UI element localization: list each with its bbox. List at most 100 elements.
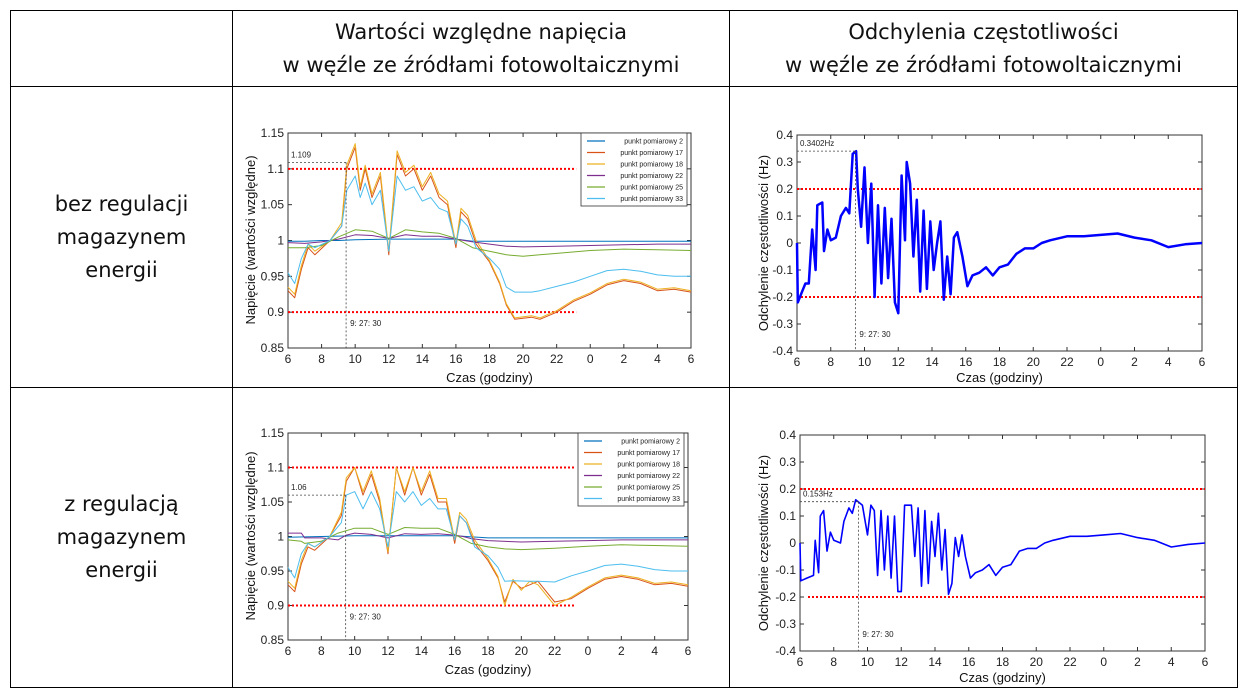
legend-entry: punkt pomiarowy 33 — [620, 196, 683, 203]
x-tick-label: 4 — [651, 644, 658, 658]
y-tick-label: -0.2 — [772, 290, 793, 304]
legend-entry: punkt pomiarowy 22 — [620, 173, 683, 180]
x-tick-label: 20 — [1027, 355, 1041, 369]
x-tick-label: 8 — [827, 355, 834, 369]
x-tick-label: 10 — [348, 644, 362, 658]
y-tick-label: 0.2 — [779, 482, 796, 496]
y-tick-label: 1.15 — [261, 426, 285, 440]
y-tick-label: 1.1 — [267, 461, 284, 475]
y-axis-label: Napięcie (wartości względne) — [243, 155, 258, 324]
x-tick-label: 14 — [925, 355, 939, 369]
x-tick-label: 0 — [587, 352, 594, 366]
legend-entry: punkt pomiarowy 2 — [621, 439, 680, 446]
y-tick-label: 0.9 — [267, 305, 284, 319]
annotation-value-label: 1.06 — [291, 483, 307, 492]
annotation-value-label: 0.153Hz — [803, 490, 833, 499]
y-tick-label: 0.3 — [779, 455, 796, 469]
series-line-punkt-pomiarowy-2 — [288, 238, 691, 242]
y-tick-label: 0.4 — [776, 128, 793, 142]
x-tick-label: 12 — [382, 352, 396, 366]
x-tick-label: 18 — [996, 655, 1010, 669]
y-tick-label: 1.15 — [261, 126, 285, 140]
table-divider-col2 — [729, 11, 730, 687]
x-tick-label: 6 — [797, 655, 804, 669]
y-tick-label: 0 — [786, 236, 793, 250]
row-label-with-storage: z regulacją magazynem energii — [11, 388, 232, 687]
x-tick-label: 12 — [895, 655, 909, 669]
x-tick-label: 10 — [861, 655, 875, 669]
series-line-odchylenie-częstotliwości — [795, 149, 1203, 315]
y-axis-label: Odchylenie częstotliwości (Hz) — [756, 155, 771, 331]
series-line-punkt-pomiarowy-18 — [287, 467, 689, 606]
legend-entry: punkt pomiarowy 17 — [620, 150, 683, 157]
x-tick-label: 0 — [585, 644, 592, 658]
y-tick-label: 0.2 — [776, 182, 793, 196]
x-tick-label: 22 — [550, 352, 564, 366]
x-tick-label: 10 — [348, 352, 362, 366]
x-tick-label: 6 — [1199, 355, 1206, 369]
x-tick-label: 18 — [483, 352, 497, 366]
series-line-punkt-pomiarowy-22 — [287, 234, 691, 248]
x-tick-label: 2 — [620, 352, 627, 366]
x-tick-label: 20 — [516, 352, 530, 366]
annotation-time-label: 9: 27: 30 — [862, 630, 894, 639]
y-tick-label: -0.3 — [772, 317, 793, 331]
y-axis-label: Odchylenie częstotliwości (Hz) — [756, 455, 771, 631]
x-tick-label: 12 — [381, 644, 395, 658]
annotation-value-label: 0.3402Hz — [800, 139, 834, 148]
legend-entry: punkt pomiarowy 17 — [617, 450, 680, 457]
x-tick-label: 4 — [1168, 655, 1175, 669]
x-tick-label: 16 — [962, 655, 976, 669]
x-tick-label: 6 — [285, 644, 292, 658]
row-label-without-line3: energii — [85, 257, 158, 282]
x-tick-label: 4 — [1165, 355, 1172, 369]
x-tick-label: 14 — [415, 644, 429, 658]
table-divider-row2 — [11, 387, 1237, 388]
y-tick-label: 0.85 — [261, 341, 285, 355]
x-tick-label: 8 — [318, 644, 325, 658]
row-label-with-line3: energii — [85, 558, 158, 582]
y-tick-label: 0.9 — [267, 599, 284, 613]
x-tick-label: 22 — [1063, 655, 1077, 669]
comparison-table: Wartości względne napięcia w węźle ze źr… — [10, 10, 1238, 688]
x-axis-label: Czas (godziny) — [446, 370, 533, 385]
annotation-time-label: 9: 27: 30 — [350, 319, 382, 328]
y-tick-label: 1.1 — [267, 162, 284, 176]
legend-entry: punkt pomiarowy 33 — [617, 496, 680, 503]
legend-entry: punkt pomiarowy 2 — [624, 139, 683, 146]
x-tick-label: 2 — [1134, 655, 1141, 669]
row-label-without-line1: bez regulacji — [54, 191, 189, 216]
x-tick-label: 14 — [928, 655, 942, 669]
x-tick-label: 8 — [830, 655, 837, 669]
row-label-without-storage: bez regulacji magazynem energii — [11, 87, 232, 387]
legend-entry: punkt pomiarowy 25 — [617, 485, 680, 492]
x-tick-label: 16 — [448, 644, 462, 658]
y-tick-label: -0.1 — [772, 263, 793, 277]
x-tick-label: 6 — [794, 355, 801, 369]
y-tick-label: 0.95 — [261, 269, 285, 283]
legend-box — [577, 432, 685, 507]
x-tick-label: 6 — [285, 352, 292, 366]
series-line-punkt-pomiarowy-33 — [287, 175, 691, 293]
column-header-voltage: Wartości względne napięcia w węźle ze źr… — [233, 11, 729, 87]
x-tick-label: 2 — [618, 644, 625, 658]
x-axis-label: Czas (godziny) — [956, 370, 1043, 385]
annotation-value-label: 1.109 — [291, 150, 312, 159]
x-tick-label: 18 — [481, 644, 495, 658]
row-label-with-line2: magazynem — [56, 525, 187, 549]
x-tick-label: 6 — [688, 352, 695, 366]
legend-entry: punkt pomiarowy 22 — [617, 473, 680, 480]
column-header-frequency-line1: Odchylenia częstotliwości — [848, 20, 1119, 44]
y-tick-label: 1.05 — [261, 198, 285, 212]
y-axis-label: Napięcie (wartości względne) — [243, 451, 258, 620]
x-axis-label: Czas (godziny) — [959, 670, 1046, 685]
y-tick-label: -0.2 — [775, 590, 796, 604]
x-tick-label: 0 — [1097, 355, 1104, 369]
x-tick-label: 4 — [654, 352, 661, 366]
legend-box — [580, 132, 688, 207]
x-tick-label: 10 — [858, 355, 872, 369]
x-tick-label: 16 — [449, 352, 463, 366]
y-tick-label: 0.95 — [261, 564, 285, 578]
